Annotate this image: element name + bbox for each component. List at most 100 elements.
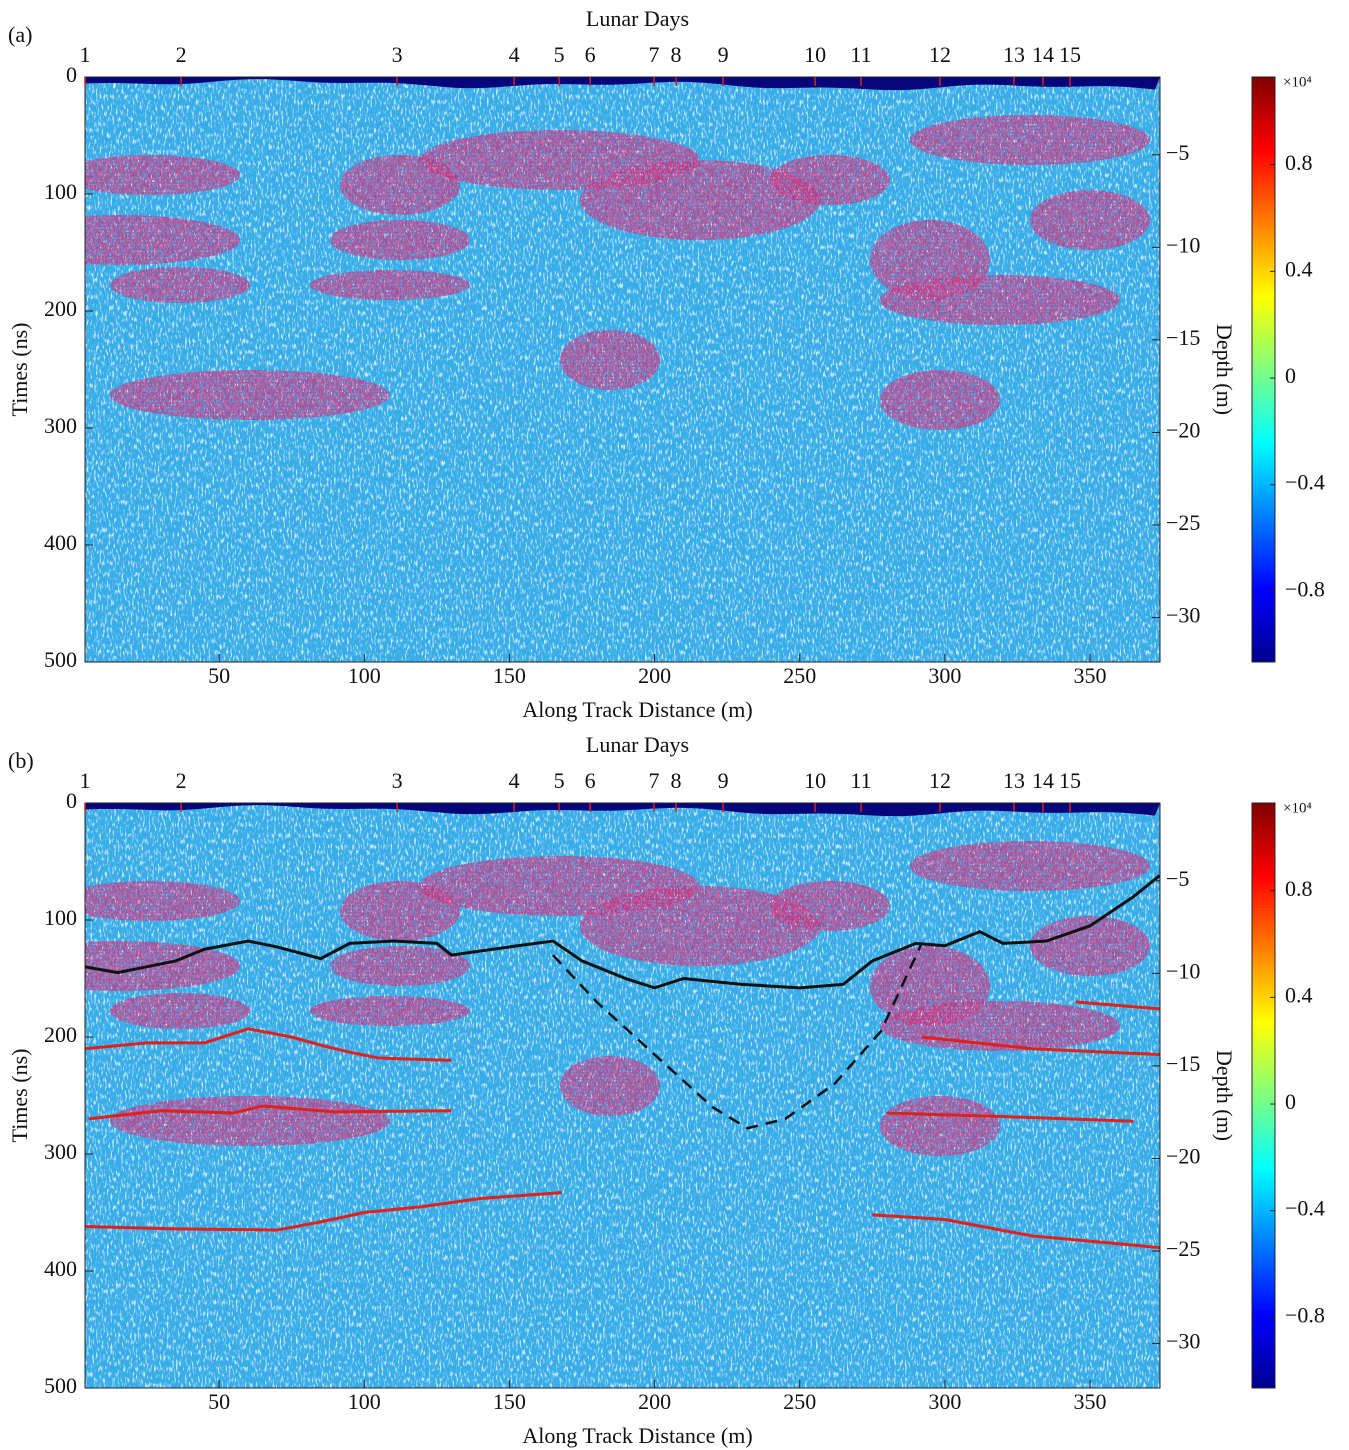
x-tick-label: 50 [208, 1389, 230, 1414]
y2-tick-label: −25 [1166, 510, 1200, 535]
y-tick-label: 500 [44, 647, 77, 672]
interpreted-horizon [886, 1111, 1134, 1123]
x-tick-label: 100 [348, 1389, 381, 1414]
colorbar-tick-label: −0.4 [1285, 470, 1325, 495]
reflector-zone [580, 886, 820, 966]
lunar-day-label: 11 [850, 768, 871, 793]
y-tick-label: 500 [44, 1373, 77, 1398]
y-tick-label: 200 [44, 1022, 77, 1047]
x-tick-label: 200 [638, 1389, 671, 1414]
reflector-zone [85, 941, 240, 991]
reflector-zone [560, 330, 660, 390]
lunar-day-label: 5 [554, 768, 565, 793]
y2-tick-label: −20 [1166, 1143, 1200, 1168]
top-axis-label: Lunar Days [586, 732, 689, 757]
y-tick-label: 200 [44, 296, 77, 321]
lunar-day-label: 6 [585, 42, 596, 67]
reflector-zone [880, 1096, 1000, 1156]
colorbar-exponent: ×10⁴ [1283, 800, 1312, 816]
x-tick-label: 350 [1074, 1389, 1107, 1414]
lunar-day-label: 3 [392, 42, 403, 67]
colorbar-tick-label: 0 [1285, 1089, 1296, 1114]
y2-axis-label: Depth (m) [1212, 324, 1237, 415]
colorbar-tick-label: −0.8 [1285, 1302, 1325, 1327]
x-tick-label: 350 [1074, 663, 1107, 688]
reflector-zone [110, 370, 390, 420]
interpreted-horizon [85, 874, 1160, 990]
y-tick-label: 300 [44, 413, 77, 438]
y-axis-label: Times (ns) [7, 323, 32, 417]
reflector-zone [310, 996, 470, 1026]
lunar-day-label: 11 [850, 42, 871, 67]
reflector-zone [1030, 916, 1150, 976]
reflector-zone [85, 215, 240, 265]
y2-tick-label: −5 [1166, 866, 1189, 891]
lunar-day-label: 7 [648, 768, 659, 793]
x-tick-label: 150 [493, 663, 526, 688]
lunar-day-label: 3 [392, 768, 403, 793]
interpreted-horizon [1075, 1000, 1160, 1011]
y-tick-label: 0 [66, 788, 77, 813]
colorbar-tick-label: 0.4 [1285, 256, 1313, 281]
colorbar-tick-label: 0.4 [1285, 982, 1313, 1007]
reflector-zone [880, 370, 1000, 430]
colorbar-tick-label: 0.8 [1285, 876, 1313, 901]
x-tick-label: 250 [783, 1389, 816, 1414]
lunar-day-label: 1 [80, 768, 91, 793]
interpreted-horizon [921, 1035, 1160, 1057]
plot-frame [84, 802, 1161, 1389]
y-tick-label: 100 [44, 179, 77, 204]
colorbar [1251, 76, 1276, 663]
lunar-day-label: 7 [648, 42, 659, 67]
colorbar-tick-label: 0.8 [1285, 150, 1313, 175]
interpreted-horizon [85, 1191, 562, 1232]
interpreted-horizon [552, 942, 923, 1130]
lunar-day-label: 10 [804, 42, 826, 67]
reflector-zone [310, 270, 470, 300]
lunar-day-label: 14 [1032, 42, 1054, 67]
reflector-zone [880, 275, 1120, 325]
x-tick-label: 250 [783, 663, 816, 688]
lunar-day-label: 15 [1059, 42, 1081, 67]
reflector-zone [770, 881, 890, 931]
reflector-zone [770, 155, 890, 205]
interpreted-horizon [85, 1027, 452, 1062]
x-tick-label: 300 [928, 1389, 961, 1414]
y2-tick-label: −30 [1166, 1329, 1200, 1354]
panel-label: (b) [8, 748, 34, 773]
air-layer [85, 77, 1160, 91]
reflector-zone [330, 946, 470, 986]
reflector-zone [85, 881, 240, 921]
reflector-zone [85, 155, 240, 195]
y-tick-label: 400 [44, 1256, 77, 1281]
lunar-day-label: 12 [929, 768, 951, 793]
x-tick-label: 300 [928, 663, 961, 688]
y2-tick-label: −10 [1166, 958, 1200, 983]
lunar-day-label: 12 [929, 42, 951, 67]
y2-tick-label: −30 [1166, 603, 1200, 628]
reflector-zone [330, 220, 470, 260]
interpreted-horizon [88, 1104, 452, 1121]
reflector-zone [880, 1001, 1120, 1051]
lunar-day-label: 8 [671, 768, 682, 793]
y2-tick-label: −5 [1166, 140, 1189, 165]
y2-tick-label: −15 [1166, 325, 1200, 350]
lunar-day-label: 8 [671, 42, 682, 67]
plot-frame [84, 76, 1161, 663]
interpreted-horizon [872, 1213, 1160, 1250]
lunar-day-label: 13 [1003, 768, 1025, 793]
lunar-day-label: 5 [554, 42, 565, 67]
colorbar-exponent: ×10⁴ [1283, 74, 1312, 90]
lunar-day-label: 1 [80, 42, 91, 67]
reflector-zone [1030, 190, 1150, 250]
colorbar-tick-label: −0.4 [1285, 1196, 1325, 1221]
x-tick-label: 50 [208, 663, 230, 688]
x-axis-label: Along Track Distance (m) [522, 697, 752, 722]
y2-tick-label: −15 [1166, 1051, 1200, 1076]
y2-tick-label: −25 [1166, 1236, 1200, 1261]
lunar-day-label: 2 [176, 42, 187, 67]
y-tick-label: 0 [66, 62, 77, 87]
y2-tick-label: −10 [1166, 232, 1200, 257]
lunar-day-label: 4 [509, 768, 520, 793]
